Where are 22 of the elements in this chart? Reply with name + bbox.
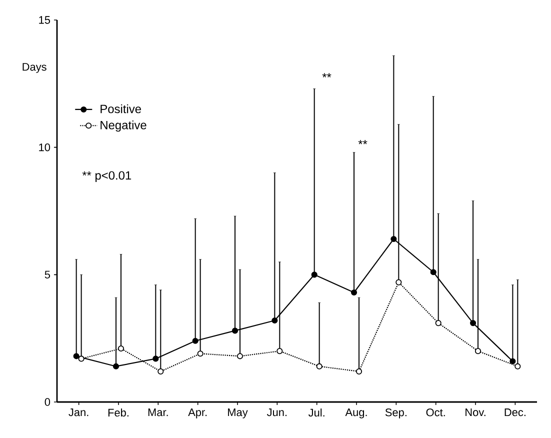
x-tick-label: Mar.	[148, 408, 168, 416]
x-tick-label: Dec.	[504, 408, 526, 416]
legend-label: Negative	[100, 120, 146, 132]
x-tick-label: Oct.	[426, 408, 445, 416]
annotation: ** p<0.01	[82, 171, 132, 182]
annotation: **	[322, 73, 332, 78]
x-tick-label: Sep.	[385, 408, 406, 418]
x-tick-label: Jun.	[266, 408, 287, 416]
y-tick-label: 10	[39, 143, 50, 152]
x-tick-label: Apr.	[188, 408, 207, 418]
x-tick-label: Nov.	[466, 408, 486, 416]
x-tick-label: Jul.	[308, 408, 324, 417]
y-tick-label: 5	[44, 270, 50, 278]
x-tick-label: Feb.	[108, 408, 128, 417]
x-tick-label: Jan.	[68, 408, 88, 416]
y-axis-title: Days	[22, 63, 46, 73]
x-tick-label: May	[228, 408, 248, 418]
x-tick-label: Aug.	[345, 408, 367, 418]
y-tick-label: 15	[39, 16, 50, 24]
legend-label: Positive	[100, 104, 141, 114]
annotation: **	[358, 140, 368, 144]
y-tick-label: 0	[44, 398, 50, 406]
